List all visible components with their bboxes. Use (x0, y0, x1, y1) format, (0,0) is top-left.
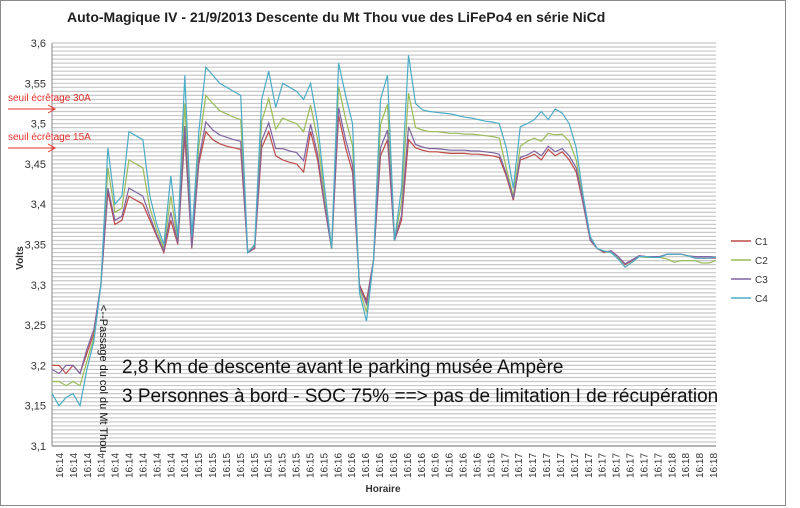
y-axis-label: Volts (15, 246, 26, 270)
chart-title: Auto-Magique IV - 21/9/2013 Descente du … (67, 9, 605, 25)
x-tick-label: 16:16 (361, 453, 372, 478)
x-tick-label: 16:15 (222, 453, 233, 478)
descent-note-line2: 3 Personnes à bord - SOC 75% ==> pas de … (122, 386, 718, 407)
x-tick-label: 16:16 (403, 453, 414, 478)
legend-label-c1: C1 (755, 237, 768, 248)
x-tick-label: 16:15 (305, 453, 316, 478)
x-tick-label: 16:14 (166, 453, 177, 478)
chart-frame (0, 0, 786, 506)
legend-label-c4: C4 (755, 294, 768, 305)
x-tick-label: 16:17 (653, 453, 664, 478)
x-axis-label: Horaire (365, 484, 400, 495)
x-tick-label: 16:16 (417, 453, 428, 478)
x-tick-label: 16:16 (333, 453, 344, 478)
legend-label-c2: C2 (755, 256, 768, 267)
x-tick-label: 16:18 (667, 453, 678, 478)
x-tick-label: 16:17 (500, 453, 511, 478)
x-tick-label: 16:17 (584, 453, 595, 478)
x-tick-label: 16:18 (709, 453, 720, 478)
legend: C1 C2 C3 C4 (731, 237, 768, 305)
y-tick-label: 3,3 (31, 280, 46, 292)
y-tick-label: 3,4 (31, 199, 46, 211)
x-tick-label: 16:15 (250, 453, 261, 478)
x-tick-label: 16:15 (319, 453, 330, 478)
x-tick-label: 16:16 (445, 453, 456, 478)
series-line-c4 (51, 55, 717, 408)
x-tick-label: 16:16 (431, 453, 442, 478)
x-tick-label: 16:14 (180, 453, 191, 478)
legend-label-c3: C3 (755, 275, 768, 286)
y-tick-label: 3,15 (25, 401, 46, 413)
x-tick-label: 16:17 (626, 453, 637, 478)
y-tick-label: 3,25 (25, 320, 46, 332)
x-tick-label: 16:15 (264, 453, 275, 478)
y-tick-label: 3,55 (25, 78, 46, 90)
y-tick-label: 3,45 (25, 159, 46, 171)
y-tick-label: 3,1 (31, 441, 46, 453)
x-tick-label: 16:14 (69, 453, 80, 478)
x-tick-label: 16:14 (125, 453, 136, 478)
x-tick-label: 16:17 (598, 453, 609, 478)
threshold-30a-label: seuil écrêtage 30A (8, 93, 91, 104)
gridlines (51, 42, 716, 447)
x-tick-label: 16:16 (459, 453, 470, 478)
x-tick-label: 16:18 (681, 453, 692, 478)
x-tick-label: 16:16 (486, 453, 497, 478)
y-tick-label: 3,35 (25, 240, 46, 252)
y-tick-label: 3,5 (31, 119, 46, 131)
x-tick-label: 16:16 (389, 453, 400, 478)
x-tick-label: 16:16 (472, 453, 483, 478)
x-tick-label: 16:16 (375, 453, 386, 478)
x-tick-label: 16:16 (347, 453, 358, 478)
x-tick-label: 16:17 (556, 453, 567, 478)
x-tick-label: 16:15 (194, 453, 205, 478)
x-tick-label: 16:14 (97, 453, 108, 478)
x-tick-label: 16:15 (292, 453, 303, 478)
x-tick-label: 16:15 (278, 453, 289, 478)
x-tick-label: 16:17 (528, 453, 539, 478)
x-tick-label: 16:14 (55, 453, 66, 478)
x-tick-label: 16:17 (612, 453, 623, 478)
col-passage-annotation: <--Passage du col du Mt Thou (97, 305, 109, 452)
x-tick-label: 16:15 (208, 453, 219, 478)
y-tick-labels: 3,1 3,15 3,2 3,25 3,3 3,35 3,4 3,45 3,5 3,55 3,6 (25, 38, 46, 453)
x-tick-label: 16:14 (138, 453, 149, 478)
x-tick-label: 16:17 (542, 453, 553, 478)
x-tick-label: 16:14 (111, 453, 122, 478)
x-tick-label: 16:18 (695, 453, 706, 478)
x-tick-label: 16:17 (514, 453, 525, 478)
x-tick-label: 16:15 (236, 453, 247, 478)
threshold-15a-arrow (8, 143, 57, 153)
x-tick-label: 16:14 (152, 453, 163, 478)
descent-note-line1: 2,8 Km de descente avant le parking musé… (122, 357, 563, 378)
x-tick-label: 16:17 (570, 453, 581, 478)
y-tick-label: 3,6 (31, 38, 46, 50)
threshold-15a-label: seuil écrêtage 15A (8, 132, 91, 143)
y-tick-label: 3,2 (31, 360, 46, 372)
x-tick-labels: 16:14 16:14 16:14 16:14 16:14 16:14 16:14 16:14… (55, 453, 720, 478)
series-lines (51, 55, 717, 408)
x-tick-label: 16:17 (639, 453, 650, 478)
threshold-30a-arrow (8, 104, 57, 114)
x-tick-label: 16:14 (83, 453, 94, 478)
